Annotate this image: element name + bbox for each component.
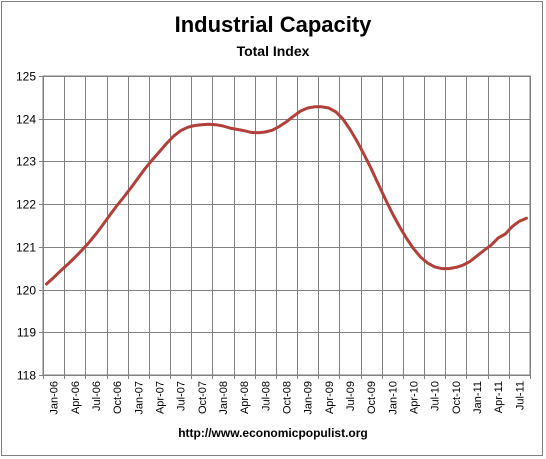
x-tick-label: Oct-07 — [197, 381, 209, 414]
chart-subtitle: Total Index — [236, 43, 310, 59]
y-tick-label: 120 — [16, 284, 36, 298]
x-tick-label: Apr-07 — [154, 381, 166, 414]
x-axis: Jan-06 Apr-06 Jul-06 Oct-06 Jan-07 Apr-07 Jul-… — [43, 375, 531, 415]
source-url: http://www.economicpopulist.org — [178, 426, 368, 440]
y-tick-label: 123 — [16, 155, 36, 169]
y-tick-label: 124 — [16, 113, 36, 127]
y-tick-label: 119 — [17, 326, 36, 340]
x-tick-label: Oct-09 — [366, 381, 378, 414]
chart-title: Industrial Capacity — [174, 12, 372, 37]
x-tick-label: Jan-11 — [472, 381, 484, 414]
x-tick-label: Oct-08 — [282, 381, 294, 414]
x-tick-label: Jul-09 — [345, 381, 357, 411]
y-axis: 118 119 120 121 122 123 124 125 — [16, 70, 43, 383]
plot-area — [42, 75, 531, 376]
x-tick-label: Jan-10 — [387, 381, 399, 415]
x-tick-label: Apr-09 — [324, 381, 336, 414]
x-tick-label: Apr-11 — [493, 381, 505, 413]
y-tick-label: 125 — [16, 70, 36, 84]
x-tick-label: Jul-07 — [176, 381, 188, 411]
x-tick-label: Jul-06 — [91, 381, 103, 411]
series-line-0 — [45, 105, 528, 286]
y-tick-label: 121 — [16, 241, 36, 255]
x-tick-label: Oct-06 — [112, 381, 124, 414]
x-tick-label: Oct-10 — [451, 381, 463, 414]
x-tick-label: Jan-07 — [133, 381, 145, 415]
y-tick-label: 122 — [16, 198, 36, 212]
x-tick-label: Jul-10 — [430, 381, 442, 411]
series-layer — [45, 105, 528, 286]
x-tick-label: Jan-09 — [303, 381, 315, 415]
y-tick-label: 118 — [17, 369, 36, 383]
x-tick-label: Jul-08 — [260, 381, 272, 411]
x-tick-label: Jan-06 — [49, 381, 61, 415]
x-tick-label: Apr-06 — [70, 381, 82, 414]
x-tick-label: Apr-10 — [409, 381, 421, 414]
x-tick-label: Jan-08 — [218, 381, 230, 415]
grid — [42, 75, 531, 376]
x-tick-label: Apr-08 — [239, 381, 251, 414]
x-tick-label: Jul-11 — [514, 381, 526, 410]
